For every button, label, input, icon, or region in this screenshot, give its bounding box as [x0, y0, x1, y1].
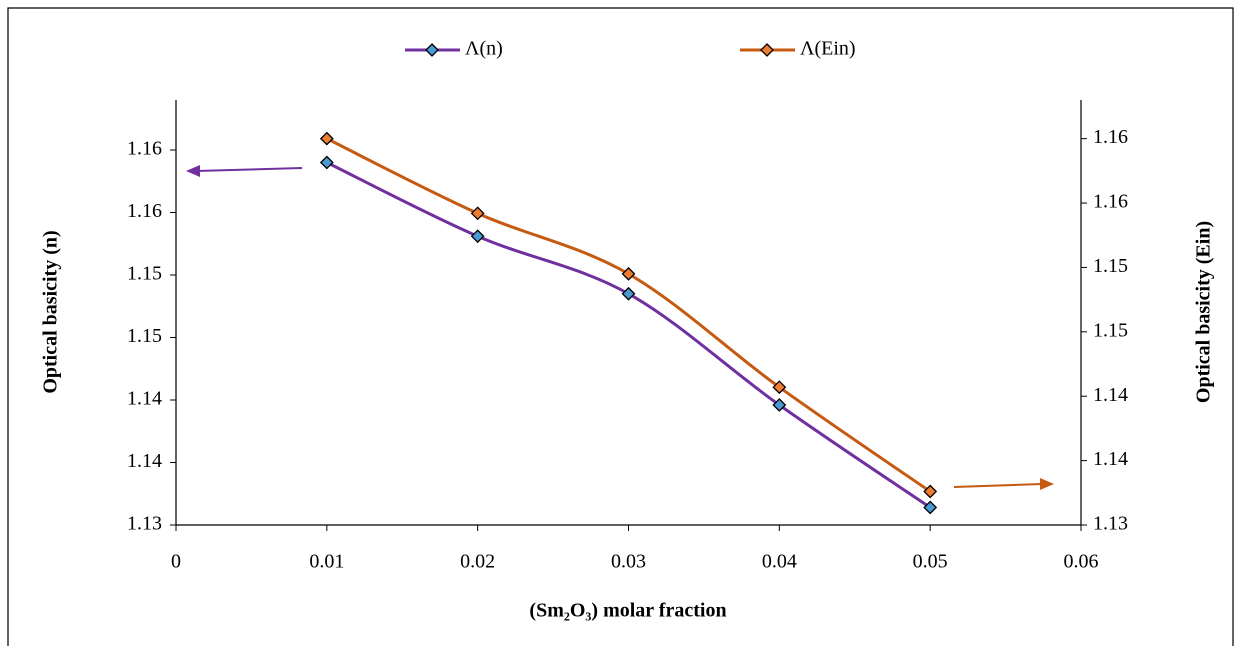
x-tick-label: 0 — [171, 551, 181, 573]
data-point — [470, 206, 485, 221]
y-tick-label: 1.14 — [127, 450, 162, 472]
data-point — [772, 380, 787, 395]
data-point — [319, 131, 334, 146]
data-point — [923, 484, 938, 499]
y2-tick-label: 1.15 — [1093, 255, 1128, 277]
y-tick-label: 1.16 — [127, 200, 162, 222]
y2-tick-label: 1.14 — [1093, 448, 1128, 470]
y-tick-label: 1.15 — [127, 263, 162, 285]
x-tick-label: 0.05 — [913, 551, 948, 573]
x-tick-label: 0.06 — [1064, 551, 1099, 573]
legend-label: Λ(Ein) — [800, 38, 856, 60]
x-axis-title: (Sm₂O₃) molar fraction — [529, 600, 726, 622]
data-point — [923, 500, 938, 515]
y2-axis-title: Optical basicity (Ein) — [1193, 221, 1215, 403]
data-point — [470, 229, 485, 244]
arrow — [195, 167, 303, 172]
x-tick-label: 0.03 — [611, 551, 646, 573]
y2-tick-label: 1.13 — [1093, 513, 1128, 535]
y-tick-label: 1.15 — [127, 325, 162, 347]
frame — [7, 7, 1234, 646]
y2-tick-label: 1.16 — [1093, 126, 1128, 148]
y-tick-label: 1.16 — [127, 138, 162, 160]
data-point — [621, 266, 636, 281]
y-axis-title: Optical basicity (n) — [40, 230, 62, 393]
y2-tick-label: 1.15 — [1093, 319, 1128, 341]
y-tick-label: 1.14 — [127, 388, 162, 410]
legend-marker — [760, 43, 774, 57]
x-tick-label: 0.01 — [309, 551, 344, 573]
arrow-head — [186, 165, 200, 177]
x-tick-label: 0.04 — [762, 551, 797, 573]
x-tick-label: 0.02 — [460, 551, 495, 573]
data-point — [772, 398, 787, 412]
series-line — [326, 161, 932, 509]
legend-label: Λ(n) — [465, 38, 503, 60]
y-tick-label: 1.13 — [127, 513, 162, 535]
y2-tick-label: 1.16 — [1093, 191, 1128, 213]
data-point — [319, 155, 334, 170]
y2-tick-label: 1.14 — [1093, 384, 1128, 406]
arrow — [953, 483, 1043, 488]
series-line — [326, 137, 932, 493]
data-point — [621, 286, 636, 301]
legend-marker — [425, 43, 439, 57]
arrow-head — [1040, 478, 1054, 490]
annotation-arrows — [186, 165, 1054, 490]
